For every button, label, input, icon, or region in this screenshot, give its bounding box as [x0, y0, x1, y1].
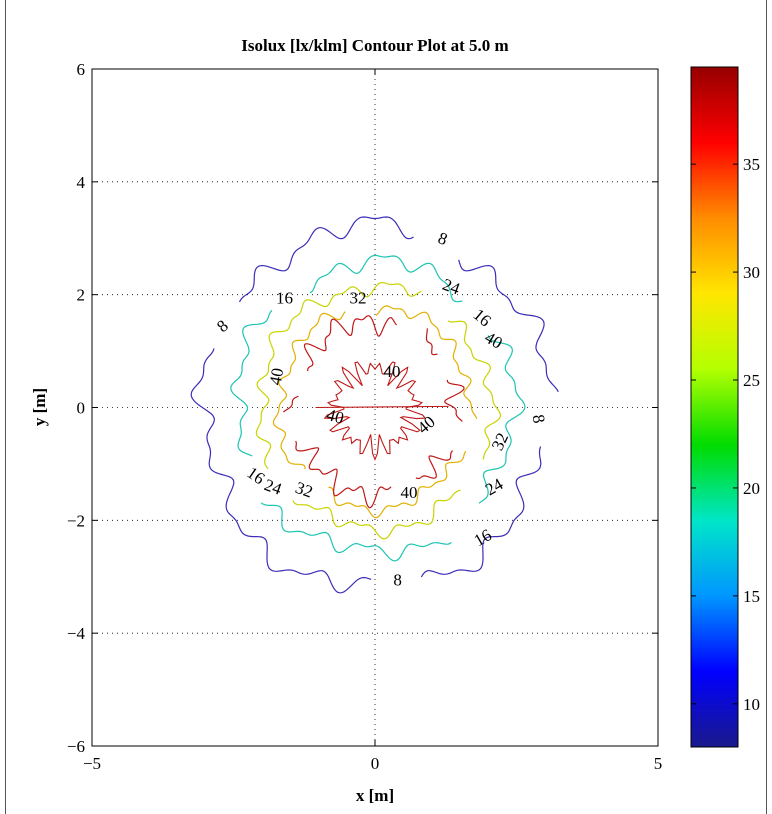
- contour-line-8: [190, 348, 372, 594]
- y-tick-label: −4: [67, 624, 86, 643]
- colorbar-tick-label: 10: [743, 695, 760, 714]
- contour-line-24: [482, 407, 502, 460]
- colorbar-tick-label: 20: [743, 479, 760, 498]
- contour-label: 40: [383, 362, 400, 381]
- y-axis-label: y [m]: [30, 388, 49, 426]
- colorbar-gradient: [690, 66, 739, 748]
- contour-line-40-spike: [315, 405, 449, 409]
- contour-line-24: [292, 489, 461, 540]
- y-tick-label: 2: [77, 286, 86, 305]
- contour-label: 32: [293, 478, 315, 502]
- contour-label: 24: [440, 275, 463, 299]
- contour-label: 8: [393, 571, 402, 590]
- contour-line-40: [444, 379, 465, 409]
- colorbar-tick-label: 30: [743, 263, 760, 282]
- y-tick-label: 4: [77, 173, 86, 192]
- colorbar-tick-label: 15: [743, 587, 760, 606]
- contour-label: 32: [488, 430, 512, 453]
- contour-line-16: [478, 407, 526, 504]
- contour-line-8: [420, 446, 542, 578]
- contour-line-32: [375, 305, 473, 408]
- contour-label: 40: [266, 367, 288, 387]
- y-tick-label: −6: [67, 737, 85, 756]
- contour-line-16: [487, 335, 526, 408]
- contour-label: 40: [325, 405, 346, 428]
- contour-line-32: [328, 450, 467, 519]
- contour-line-40: [415, 450, 454, 480]
- contour-lines: [190, 216, 559, 594]
- y-tick-label: 6: [77, 60, 86, 79]
- contour-line-8: [458, 259, 559, 393]
- contour-line-16: [230, 309, 273, 457]
- contour-label: 8: [529, 413, 549, 425]
- x-tick-label: 0: [371, 754, 380, 773]
- contour-line-16: [309, 254, 463, 303]
- contour-label: 16: [276, 288, 293, 307]
- contour-line-24: [255, 281, 422, 470]
- contour-line-16: [260, 502, 452, 562]
- contour-line-40: [425, 328, 438, 356]
- y-tick-label: 0: [77, 399, 86, 418]
- colorbar-tick-label: 35: [743, 155, 760, 174]
- y-tick-label: −2: [67, 511, 85, 530]
- contour-line-24: [447, 320, 497, 408]
- contour-label: 24: [262, 475, 285, 499]
- x-tick-label: 5: [654, 754, 663, 773]
- contour-line-40: [295, 440, 392, 509]
- colorbar-tick-label: 25: [743, 371, 760, 390]
- x-tick-label: −5: [83, 754, 101, 773]
- contour-line-8: [238, 216, 414, 303]
- x-axis-label: x [m]: [356, 786, 394, 805]
- contour-line-32: [470, 407, 478, 419]
- chart-title: Isolux [lx/klm] Contour Plot at 5.0 m: [241, 36, 508, 55]
- contour-line-40: [283, 395, 299, 413]
- colorbar: 10 15 20 25 30 35: [690, 66, 760, 748]
- contour-line-32: [272, 311, 346, 469]
- contour-label: 32: [350, 288, 367, 307]
- contour-line-40: [453, 407, 463, 422]
- contour-label: 40: [400, 483, 417, 502]
- colorbar-ticks: 10 15 20 25 30 35: [691, 155, 760, 714]
- contour-line-40: [303, 315, 398, 372]
